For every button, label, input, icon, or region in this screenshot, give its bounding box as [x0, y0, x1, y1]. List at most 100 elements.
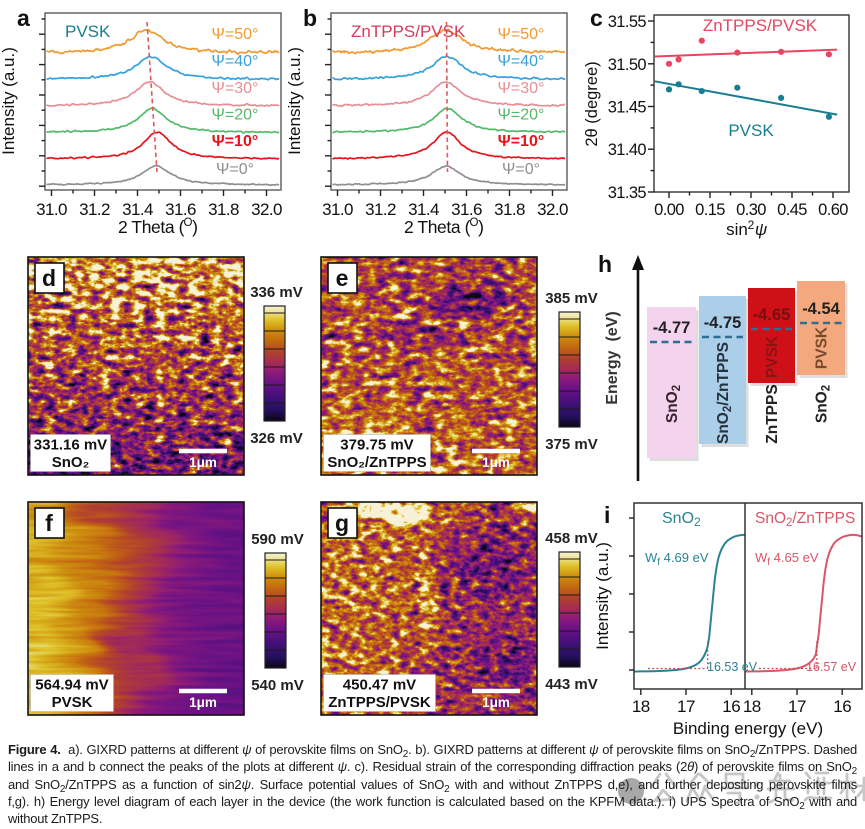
svg-text:Ψ=0°: Ψ=0° — [502, 161, 540, 178]
svg-text:31.0: 31.0 — [322, 200, 353, 219]
svg-text:443 mV: 443 mV — [545, 676, 598, 693]
svg-text:31.2: 31.2 — [79, 200, 110, 219]
svg-text:-4.54: -4.54 — [802, 300, 840, 318]
svg-text:Ψ=10°: Ψ=10° — [212, 133, 258, 150]
svg-text:g: g — [335, 510, 349, 536]
svg-text:c: c — [590, 5, 603, 31]
svg-text:Ψ=40°: Ψ=40° — [498, 53, 545, 70]
svg-text:Ψ=20°: Ψ=20° — [212, 107, 259, 124]
svg-text:31.8: 31.8 — [208, 200, 239, 219]
svg-text:SnO2/ZnTPPS: SnO2/ZnTPPS — [715, 342, 734, 444]
svg-text:Wf 4.65 eV: Wf 4.65 eV — [755, 550, 819, 568]
svg-text:Ψ=0°: Ψ=0° — [216, 161, 254, 178]
svg-text:i: i — [604, 502, 610, 528]
svg-text:-4.65: -4.65 — [753, 306, 791, 324]
svg-text:Intensity (a.u.): Intensity (a.u.) — [0, 47, 18, 155]
svg-text:PVSK: PVSK — [764, 335, 781, 378]
svg-text:450.47 mV: 450.47 mV — [343, 677, 416, 694]
svg-text:SnO2: SnO2 — [814, 385, 833, 423]
svg-text:ZnTPPS: ZnTPPS — [764, 384, 781, 443]
svg-text:Binding energy (eV): Binding energy (eV) — [673, 719, 823, 738]
svg-text:16: 16 — [722, 697, 740, 716]
svg-text:385 mV: 385 mV — [545, 290, 598, 307]
svg-text:31.40: 31.40 — [608, 141, 647, 159]
svg-text:Wf 4.69 eV: Wf 4.69 eV — [645, 550, 709, 568]
svg-text:d: d — [42, 265, 56, 291]
svg-text:ZnTPPS/PVSK: ZnTPPS/PVSK — [328, 694, 431, 711]
svg-text:Ψ=40°: Ψ=40° — [212, 53, 259, 70]
svg-text:SnO₂/ZnTPPS: SnO₂/ZnTPPS — [327, 454, 426, 471]
svg-text:564.94 mV: 564.94 mV — [35, 677, 108, 694]
svg-text:Ψ=10°: Ψ=10° — [498, 133, 544, 150]
svg-text:31.4: 31.4 — [122, 200, 153, 219]
svg-text:31.4: 31.4 — [408, 200, 439, 219]
svg-text:0.15: 0.15 — [695, 201, 725, 219]
svg-text:PVSK: PVSK — [65, 22, 111, 41]
svg-text:17: 17 — [788, 697, 806, 716]
svg-text:e: e — [336, 265, 349, 291]
svg-text:PVSK: PVSK — [814, 326, 831, 369]
svg-text:0.60: 0.60 — [818, 201, 848, 219]
svg-text:31.8: 31.8 — [494, 200, 525, 219]
svg-text:31.2: 31.2 — [365, 200, 396, 219]
svg-text:379.75 mV: 379.75 mV — [340, 437, 413, 454]
svg-text:Ψ=50°: Ψ=50° — [498, 26, 545, 43]
svg-text:18: 18 — [743, 697, 761, 716]
svg-text:PVSK: PVSK — [728, 121, 774, 140]
svg-text:326 mV: 326 mV — [250, 430, 303, 447]
svg-text:2θ (degree): 2θ (degree) — [583, 61, 601, 146]
svg-text:16.53 eV: 16.53 eV — [707, 660, 758, 674]
svg-text:540 mV: 540 mV — [251, 677, 304, 694]
svg-text:1μm: 1μm — [482, 455, 510, 470]
svg-text:0.30: 0.30 — [736, 201, 766, 219]
svg-text:SnO2/ZnTPPS: SnO2/ZnTPPS — [755, 510, 855, 529]
svg-text:Ψ=20°: Ψ=20° — [498, 107, 545, 124]
svg-text:1μm: 1μm — [189, 455, 217, 470]
svg-text:sin: sin — [726, 220, 748, 239]
svg-text:Intensity (a.u.): Intensity (a.u.) — [285, 47, 304, 155]
svg-text:SnO2: SnO2 — [662, 510, 701, 529]
svg-text:2: 2 — [748, 218, 755, 232]
svg-text:ψ: ψ — [755, 220, 767, 239]
svg-text:458 mV: 458 mV — [545, 530, 598, 547]
svg-text:O: O — [184, 217, 193, 229]
svg-text:a: a — [17, 5, 30, 31]
svg-text:331.16 mV: 331.16 mV — [34, 437, 107, 454]
svg-text:O: O — [470, 217, 479, 229]
svg-text:336 mV: 336 mV — [250, 284, 303, 301]
svg-text:1μm: 1μm — [189, 695, 217, 710]
svg-text:ZnTPPS/PVSK: ZnTPPS/PVSK — [351, 22, 466, 41]
svg-text:590 mV: 590 mV — [251, 531, 304, 548]
svg-text:h: h — [598, 251, 612, 277]
svg-text:31.0: 31.0 — [36, 200, 67, 219]
svg-text:f: f — [45, 510, 53, 536]
svg-text:ZnTPPS/PVSK: ZnTPPS/PVSK — [703, 16, 818, 35]
svg-text:b: b — [303, 5, 317, 31]
svg-text:0.00: 0.00 — [654, 201, 684, 219]
svg-text:31.50: 31.50 — [608, 56, 647, 74]
svg-text:31.55: 31.55 — [608, 13, 647, 31]
svg-text:SnO₂: SnO₂ — [52, 454, 90, 471]
svg-text:31.6: 31.6 — [165, 200, 196, 219]
svg-text:PVSK: PVSK — [52, 694, 93, 711]
svg-text:32.0: 32.0 — [537, 200, 568, 219]
svg-text:Energy (eV): Energy (eV) — [604, 311, 621, 404]
svg-text:31.35: 31.35 — [608, 184, 647, 202]
svg-text:-4.75: -4.75 — [704, 314, 742, 332]
svg-text:16.57 eV: 16.57 eV — [806, 660, 857, 674]
svg-text:Ψ=30°: Ψ=30° — [212, 80, 259, 97]
svg-text:0.45: 0.45 — [777, 201, 807, 219]
svg-text:Intensity (a.u.): Intensity (a.u.) — [593, 542, 612, 650]
svg-text:31.6: 31.6 — [451, 200, 482, 219]
svg-text:17: 17 — [677, 697, 695, 716]
svg-text:-4.77: -4.77 — [653, 319, 691, 337]
svg-text:SnO2: SnO2 — [664, 385, 683, 423]
svg-text:31.45: 31.45 — [608, 99, 647, 117]
svg-text:18: 18 — [632, 697, 650, 716]
svg-text:Ψ=30°: Ψ=30° — [498, 80, 545, 97]
svg-text:Ψ=50°: Ψ=50° — [212, 26, 259, 43]
svg-text:1μm: 1μm — [482, 695, 510, 710]
svg-text:375 mV: 375 mV — [545, 436, 598, 453]
svg-text:16: 16 — [833, 697, 851, 716]
svg-text:32.0: 32.0 — [251, 200, 282, 219]
